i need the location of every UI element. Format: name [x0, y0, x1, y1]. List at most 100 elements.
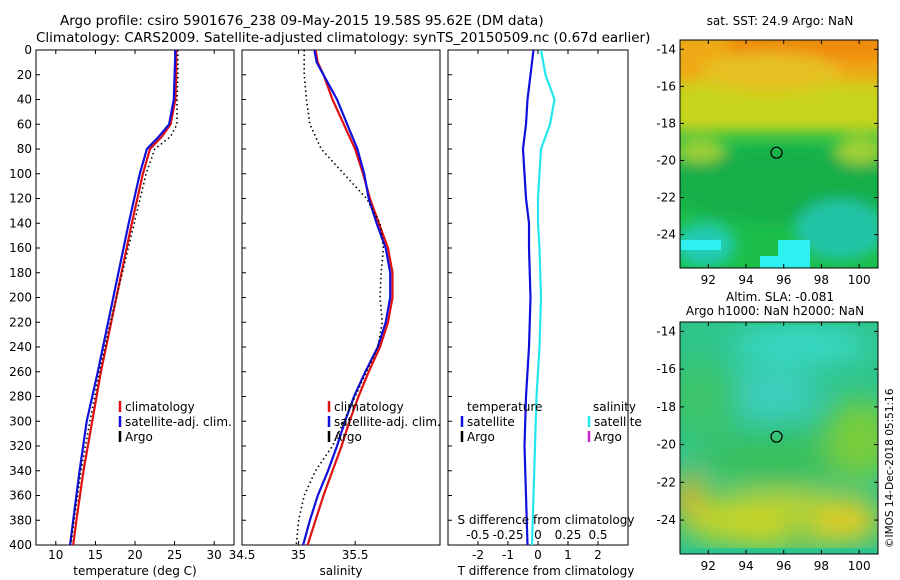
map-lon-tick-label: 96 [776, 559, 791, 573]
s-diff-tick-label: 0 [534, 528, 542, 542]
sst-argo-location-marker [770, 146, 783, 159]
difference-series [521, 50, 556, 545]
depth-tick-label: 0 [24, 43, 32, 57]
salinity-legend: climatology satellite-adj. clim. Argo [327, 400, 441, 444]
temperature-tick-label: 20 [127, 548, 142, 562]
sst-map-panel: sat. SST: 24.9 Argo: NaN 92 94 96 98 100 -14 -… [656, 14, 879, 287]
map-lat-tick-label: -16 [656, 79, 676, 93]
legend-label-s-argo: Argo [594, 430, 622, 444]
depth-tick-label: 300 [9, 414, 32, 428]
temperature-tick-label: 25 [167, 548, 182, 562]
salinity-series-satellite-adj-clim- [302, 50, 392, 545]
salinity-series [295, 50, 394, 545]
s-difference-label: S difference from climatology [458, 513, 635, 527]
map-lat-tick-label: -24 [656, 513, 676, 527]
depth-tick-label: 340 [9, 464, 32, 478]
map-lon-tick-label: 100 [848, 273, 871, 287]
t-difference-axis: -2 -1 0 1 2 [472, 50, 602, 562]
figure-title-line2: Climatology: CARS2009. Satellite-adjuste… [36, 30, 650, 46]
map-lat-tick-label: -20 [656, 438, 676, 452]
temperature-xlabel: temperature (deg C) [73, 564, 196, 578]
temperature-series-climatology [72, 50, 178, 545]
difference-panel: -2 -1 0 1 2 -0.5 -0.25 0 0.25 0.5 S difference f… [447, 49, 642, 578]
sst-map-ticks: 92 94 96 98 100 -14 -16 -18 -20 -22 -24 [656, 40, 878, 287]
depth-tick-label: 380 [9, 513, 32, 527]
map-lat-tick-label: -18 [656, 116, 676, 130]
map-lon-tick-label: 100 [848, 559, 871, 573]
t-diff-tick-label: 2 [594, 548, 602, 562]
depth-tick-label: 220 [9, 315, 32, 329]
depth-tick-label: 400 [9, 538, 32, 552]
depth-tick-label: 40 [17, 93, 32, 107]
salinity-tick-label: 35 [291, 548, 306, 562]
temperature-axis: 10 15 20 25 30 [48, 50, 222, 562]
salinity-depth-ticks [242, 49, 246, 546]
sst-blobs [680, 40, 878, 267]
map-lon-tick-label: 96 [776, 273, 791, 287]
salinity-axis: 34.5 35 35.5 [229, 50, 369, 562]
legend-header-salinity: salinity [593, 400, 636, 414]
s-diff-tick-label: -0.25 [492, 528, 523, 542]
s-diff-tick-label: -0.5 [466, 528, 489, 542]
salinity-series-climatology [306, 50, 394, 545]
depth-tick-label: 320 [9, 439, 32, 453]
sla-map-frame [679, 321, 879, 555]
map-lon-tick-label: 98 [814, 559, 829, 573]
map-lat-tick-label: -22 [656, 191, 676, 205]
map-lon-tick-label: 94 [738, 273, 753, 287]
temperature-tick-label: 15 [88, 548, 103, 562]
depth-tick-label: 360 [9, 489, 32, 503]
sst-yellow-patch [700, 52, 840, 92]
sla-blobs [680, 325, 878, 548]
map-lon-tick-label: 92 [701, 273, 716, 287]
difference-series-temperature-satellite [521, 50, 535, 545]
sst-cyan-patch-center [778, 240, 810, 268]
depth-tick-label: 160 [9, 241, 32, 255]
t-diff-tick-label: -1 [502, 548, 514, 562]
map-lat-tick-label: -18 [656, 400, 676, 414]
sst-teal-patch [795, 200, 878, 260]
map-lat-tick-label: -16 [656, 362, 676, 376]
sla-map-panel: Altim. SLA: -0.081 Argo h1000: NaN h2000… [656, 290, 879, 573]
sla-cyan-mid [720, 370, 820, 420]
depth-tick-label: 280 [9, 390, 32, 404]
legend-label-climatology: climatology [125, 400, 195, 414]
depth-tick-label: 100 [9, 167, 32, 181]
t-difference-xlabel: T difference from climatology [457, 564, 635, 578]
sst-cyan-patch-left [681, 240, 721, 250]
sst-cyan-patch-small [760, 256, 778, 268]
salinity-series-argo [295, 50, 385, 545]
legend-header-temperature: temperature [467, 400, 542, 414]
depth-tick-label: 260 [9, 365, 32, 379]
sla-orange-left [680, 473, 702, 517]
figure-title-line1: Argo profile: csiro 5901676_238 09-May-2… [60, 13, 544, 29]
sst-map-title: sat. SST: 24.9 Argo: NaN [707, 14, 854, 28]
legend-label-argo: Argo [125, 430, 153, 444]
sla-yellowgreen-right [825, 400, 878, 480]
salinity-tick-label: 35.5 [342, 548, 369, 562]
map-lon-tick-label: 98 [814, 273, 829, 287]
difference-legend: temperature satellite Argo salinity sate… [460, 400, 642, 444]
difference-series-salinity-satellite [530, 50, 556, 545]
depth-tick-label: 200 [9, 291, 32, 305]
t-diff-tick-label: 0 [534, 548, 542, 562]
salinity-plot-frame [241, 49, 441, 546]
timestamp-credit: ©IMOS 14-Dec-2018 05:51:16 [884, 388, 896, 548]
s-diff-tick-label: 0.5 [588, 528, 607, 542]
s-diff-tick-label: 0.25 [555, 528, 582, 542]
temperature-tick-label: 30 [207, 548, 222, 562]
sla-green-center [700, 432, 860, 488]
temperature-plot-frame [35, 49, 235, 546]
legend-label-t-argo: Argo [467, 430, 495, 444]
temperature-series-satellite-adj-clim- [69, 50, 177, 545]
sla-map-ticks: 92 94 96 98 100 -14 -16 -18 -20 -22 -24 [656, 322, 878, 573]
temperature-panel: 0 20 40 60 80 100 120 140 160 180 200 220 240 260 280 3… [9, 43, 235, 578]
legend-label-satellite-adj: satellite-adj. clim. [334, 415, 441, 429]
depth-tick-label: 20 [17, 68, 32, 82]
depth-tick-label: 60 [17, 117, 32, 131]
temperature-series-argo [70, 50, 179, 545]
sst-field [680, 40, 878, 268]
depth-tick-label: 180 [9, 266, 32, 280]
depth-tick-label: 140 [9, 216, 32, 230]
